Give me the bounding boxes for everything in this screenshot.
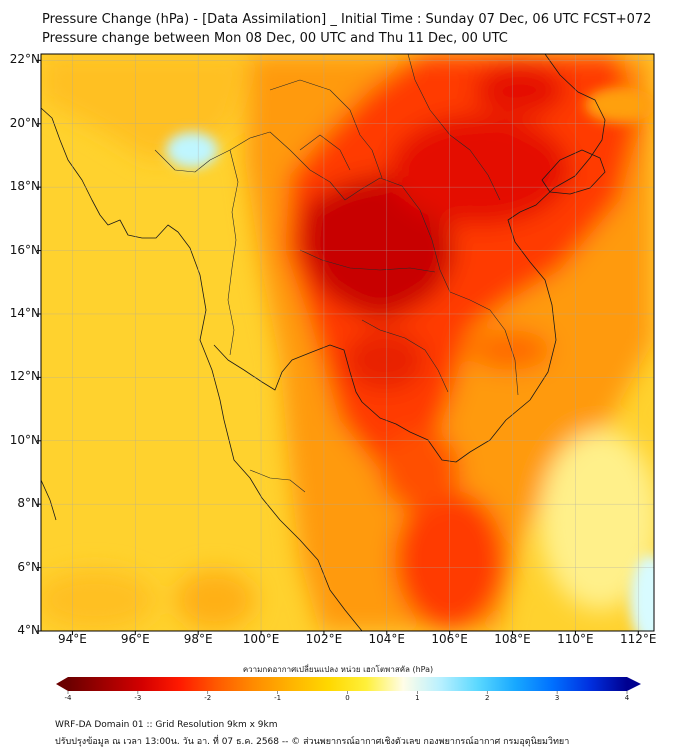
gridlines [41,54,654,631]
colorbar-tick-label: -1 [274,694,282,702]
colorbar-title: ความกดอากาศเปลี่ยนแปลง หน่วย เฮกโตพาสคัล… [242,665,434,674]
lon-label: 110°E [557,632,594,646]
pressure-change-map [37,53,655,694]
colorbar-tick-label: 3 [554,694,560,702]
lat-label: 4°N [17,623,40,637]
lon-label: 108°E [494,632,531,646]
lon-label: 104°E [368,632,406,646]
pressure-field [41,54,654,631]
lat-label: 12°N [9,369,40,384]
colorbar-tick-label: -2 [204,694,212,702]
lon-label: 106°E [431,632,468,646]
lat-label: 6°N [17,559,40,574]
lat-label: 18°N [9,179,40,194]
map-frame [40,53,655,632]
colorbar-tick-label: 0 [345,694,350,702]
lon-label: 112°E [620,632,657,646]
lat-label: 22°N [9,52,40,67]
colorbar-ticks [67,691,628,694]
colorbar-tick-label: 2 [485,694,490,702]
colorbar-tick-label: 4 [624,694,630,702]
footer-model-info: WRF-DA Domain 01 :: Grid Resolution 9km … [55,720,278,730]
coastline [41,54,606,631]
chart-title: Pressure Change (hPa) - [Data Assimilati… [42,12,652,27]
lat-label: 14°N [9,305,40,320]
lon-label: 102°E [305,632,343,646]
colorbar-extend-high [627,677,641,691]
lon-label: 96°E [120,632,150,646]
lon-label: 100°E [242,632,280,646]
lat-label: 8°N [17,496,40,511]
colorbar-tick-label: -3 [134,694,142,702]
lon-label: 98°E [183,632,213,646]
colorbar [68,677,627,691]
colorbar-extend-low [56,677,68,691]
lat-label: 10°N [9,432,40,447]
chart-subtitle: Pressure change between Mon 08 Dec, 00 U… [42,31,508,46]
axis-ticks [37,59,639,635]
colorbar-tick-label: 1 [415,694,420,702]
lon-label: 94°E [57,632,87,646]
colorbar-tick-label: -4 [64,694,72,702]
lat-label: 16°N [9,242,40,257]
lat-label: 20°N [9,115,40,130]
footer-credit: ปรับปรุงข้อมูล ณ เวลา 13:00น. วัน อา. ที… [55,737,570,747]
